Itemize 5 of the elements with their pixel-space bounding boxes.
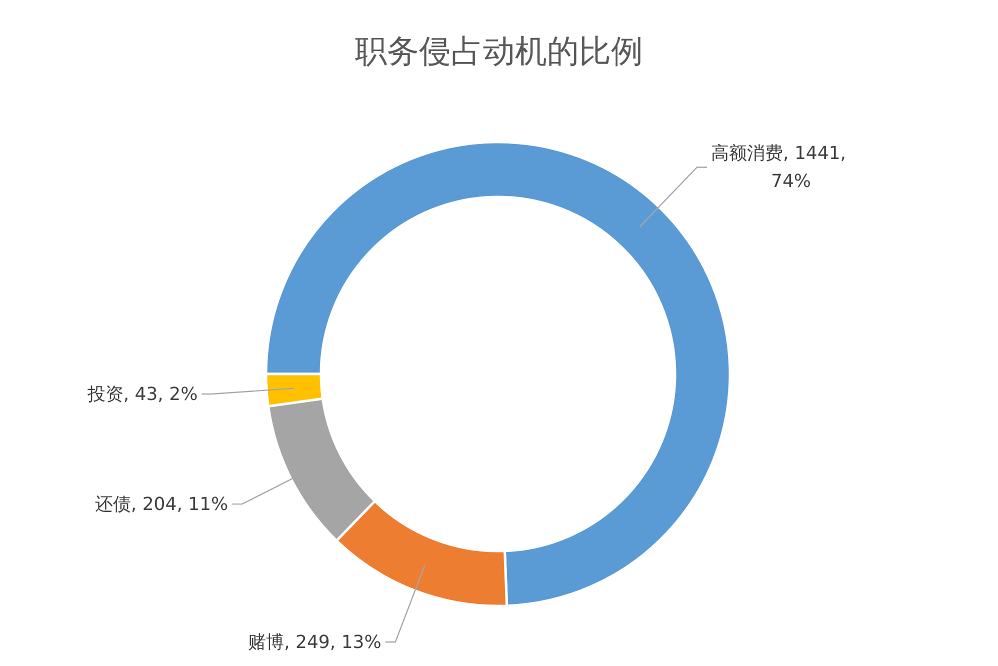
slice-label: 赌博, 249, 13%	[248, 632, 382, 654]
chart-title: 职务侵占动机的比例	[355, 32, 643, 70]
slice-label: 高额消费, 1441, 74%	[711, 143, 846, 192]
slice-label: 投资, 43, 2%	[86, 384, 198, 405]
slice-label: 还债, 204, 11%	[94, 494, 228, 516]
